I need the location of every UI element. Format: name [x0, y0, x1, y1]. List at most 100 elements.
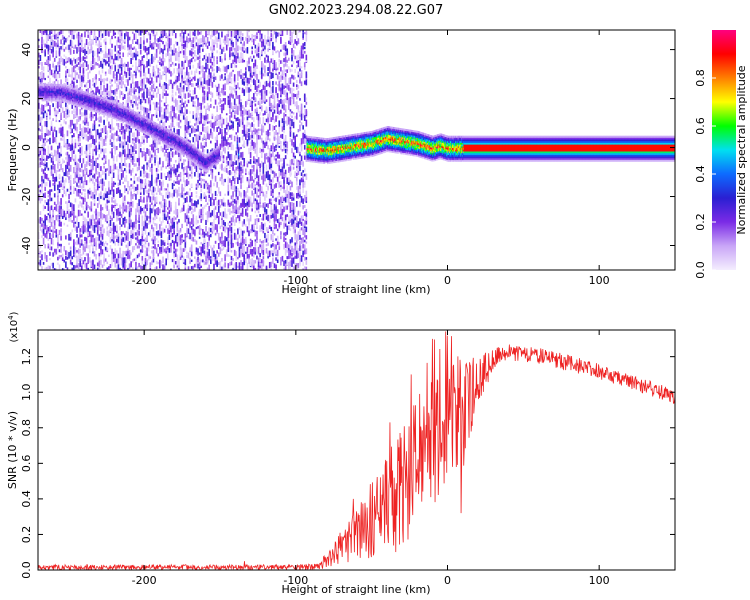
heat-cell: [79, 195, 82, 199]
heat-cell: [171, 117, 174, 123]
heat-cell: [69, 164, 72, 172]
heat-cell: [166, 93, 169, 96]
heat-cell: [245, 127, 247, 134]
heat-cell: [241, 175, 244, 179]
heat-cell: [93, 238, 96, 245]
heat-cell: [217, 32, 220, 40]
heat-cell: [262, 63, 265, 70]
heat-cell: [190, 198, 193, 202]
heat-cell: [243, 203, 246, 208]
heat-cell: [147, 242, 150, 247]
heat-cell: [233, 50, 236, 55]
heat-cell: [166, 107, 169, 114]
heat-cell: [206, 185, 209, 190]
heat-cell: [61, 168, 64, 173]
heat-cell: [87, 49, 89, 55]
heat-cell: [246, 160, 249, 164]
heat-cell: [152, 155, 155, 158]
heat-cell: [38, 248, 40, 254]
heat-cell: [155, 260, 158, 265]
heat-cell: [162, 49, 164, 53]
heat-cell: [136, 106, 139, 110]
heat-cell: [209, 197, 212, 205]
heat-cell: [77, 62, 80, 65]
heat-cell: [257, 185, 260, 190]
heat-cell: [63, 134, 66, 141]
heat-cell: [57, 43, 59, 48]
heat-cell: [256, 230, 258, 234]
heat-cell: [123, 251, 126, 255]
heat-cell: [187, 204, 190, 209]
heat-cell: [66, 154, 69, 162]
heat-cell: [259, 37, 261, 42]
heat-cell: [84, 225, 86, 233]
heat-cell: [106, 230, 109, 236]
heat-cell: [186, 104, 188, 107]
heat-cell: [127, 67, 129, 71]
heat-cell: [106, 199, 109, 204]
heat-cell: [192, 83, 195, 88]
heat-cell: [123, 203, 126, 210]
heat-cell: [73, 65, 75, 73]
heat-cell: [206, 251, 209, 259]
heat-cell: [238, 205, 241, 210]
heat-cell: [135, 163, 137, 167]
heat-cell: [194, 74, 196, 81]
heat-cell: [71, 70, 74, 78]
heat-cell: [241, 151, 244, 158]
heat-cell: [195, 191, 198, 195]
heat-cell: [69, 236, 72, 241]
heat-cell: [127, 79, 129, 86]
heat-cell: [265, 59, 268, 64]
heat-cell: [42, 30, 45, 35]
heat-cell: [65, 213, 67, 218]
heat-cell: [187, 252, 190, 259]
heat-cell: [151, 114, 153, 122]
heat-cell: [95, 221, 97, 226]
heat-cell: [80, 196, 83, 199]
heat-cell: [128, 163, 131, 168]
heat-cell: [208, 70, 210, 75]
heat-cell: [139, 30, 142, 36]
heat-cell: [235, 203, 238, 210]
heat-cell: [98, 137, 101, 141]
heat-cell: [49, 34, 51, 39]
heat-cell: [79, 167, 82, 173]
heat-cell: [106, 242, 109, 246]
heat-cell: [149, 62, 152, 67]
heat-cell: [44, 43, 46, 48]
heat-cell: [92, 135, 94, 141]
heat-cell: [241, 221, 244, 227]
heat-cell: [42, 162, 45, 166]
heat-cell: [168, 44, 171, 49]
heat-cell: [237, 197, 239, 203]
heat-cell: [206, 190, 209, 194]
heat-cell: [103, 228, 105, 234]
heat-cell: [194, 200, 196, 206]
heat-cell: [163, 71, 166, 75]
heat-cell: [95, 91, 97, 98]
heat-cell: [95, 208, 97, 214]
heat-cell: [252, 223, 255, 230]
heat-cell: [217, 66, 220, 72]
heat-cell: [254, 91, 257, 94]
heat-cell: [200, 117, 203, 124]
heat-cell: [181, 234, 183, 238]
heat-cell: [262, 45, 265, 49]
heat-cell: [200, 107, 203, 113]
heat-cell: [229, 93, 231, 101]
heat-cell: [252, 78, 255, 86]
heat-cell: [224, 66, 226, 72]
heat-cell: [203, 205, 206, 209]
heat-cell: [130, 219, 132, 226]
heat-cell: [241, 76, 244, 83]
heat-cell: [190, 259, 193, 262]
heat-cell: [73, 30, 75, 34]
heat-cell: [57, 237, 59, 243]
heat-cell: [235, 263, 238, 270]
heat-cell: [47, 56, 50, 61]
heat-cell: [52, 217, 54, 224]
heat-cell: [111, 142, 113, 148]
heat-cell: [133, 245, 136, 251]
heat-cell: [238, 219, 241, 224]
